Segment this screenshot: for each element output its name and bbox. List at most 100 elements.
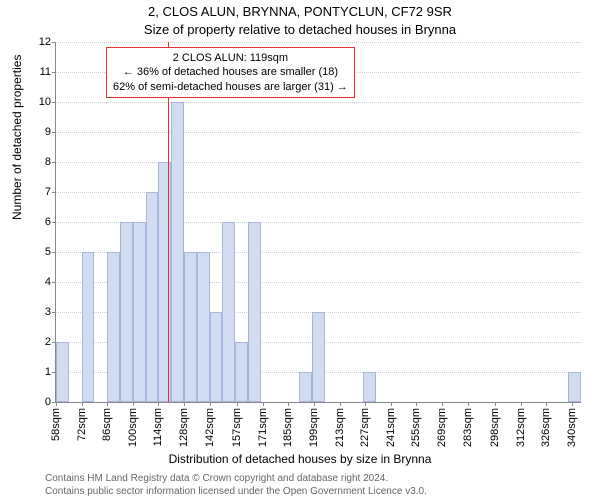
x-tick-label: 213sqm — [334, 408, 346, 447]
x-tick-mark — [237, 402, 238, 406]
histogram-bar — [82, 252, 95, 402]
y-tick-label: 1 — [45, 366, 51, 378]
histogram-bar — [120, 222, 133, 402]
annot-line-1: 2 CLOS ALUN: 119sqm — [113, 51, 348, 65]
x-tick-label: 114sqm — [152, 408, 164, 446]
x-tick-mark — [263, 402, 264, 406]
x-tick-label: 86sqm — [101, 408, 113, 441]
x-tick-mark — [133, 402, 134, 406]
histogram-bar — [363, 372, 376, 402]
gridline — [56, 192, 581, 193]
y-tick-label: 10 — [39, 96, 51, 108]
y-tick-mark — [52, 222, 56, 223]
histogram-bar — [312, 312, 325, 402]
footer-line-1: Contains HM Land Registry data © Crown c… — [45, 472, 427, 485]
y-axis-label: Number of detached properties — [10, 55, 24, 220]
x-tick-label: 227sqm — [359, 408, 371, 447]
footer-line-2: Contains public sector information licen… — [45, 485, 427, 498]
property-size-chart: 2, CLOS ALUN, BRYNNA, PONTYCLUN, CF72 9S… — [0, 0, 600, 500]
x-tick-mark — [56, 402, 57, 406]
x-tick-mark — [546, 402, 547, 406]
x-tick-label: 58sqm — [50, 408, 62, 441]
x-tick-mark — [365, 402, 366, 406]
histogram-bar — [146, 192, 159, 402]
x-tick-label: 326sqm — [540, 408, 552, 447]
histogram-bar — [299, 372, 312, 402]
x-tick-mark — [391, 402, 392, 406]
histogram-bar — [248, 222, 261, 402]
x-tick-mark — [210, 402, 211, 406]
histogram-bar — [235, 342, 248, 402]
chart-subtitle: Size of property relative to detached ho… — [0, 22, 600, 37]
gridline — [56, 102, 581, 103]
y-tick-mark — [52, 132, 56, 133]
x-tick-label: 298sqm — [489, 408, 501, 447]
x-tick-mark — [572, 402, 573, 406]
y-tick-label: 4 — [45, 276, 51, 288]
gridline — [56, 162, 581, 163]
x-tick-label: 340sqm — [566, 408, 578, 447]
y-tick-label: 6 — [45, 216, 51, 228]
histogram-bar — [210, 312, 223, 402]
y-tick-mark — [52, 42, 56, 43]
histogram-bar — [171, 102, 184, 402]
x-tick-label: 199sqm — [308, 408, 320, 447]
x-tick-mark — [314, 402, 315, 406]
y-tick-mark — [52, 162, 56, 163]
y-tick-label: 2 — [45, 336, 51, 348]
x-axis-label: Distribution of detached houses by size … — [0, 452, 600, 466]
histogram-bar — [184, 252, 197, 402]
y-tick-mark — [52, 102, 56, 103]
y-tick-label: 12 — [39, 36, 51, 48]
histogram-bar — [158, 162, 171, 402]
x-tick-label: 100sqm — [127, 408, 139, 447]
histogram-bar — [56, 342, 69, 402]
x-tick-mark — [158, 402, 159, 406]
y-tick-mark — [52, 192, 56, 193]
x-tick-mark — [82, 402, 83, 406]
x-tick-label: 157sqm — [231, 408, 243, 447]
y-tick-label: 7 — [45, 186, 51, 198]
annot-line-2: ← 36% of detached houses are smaller (18… — [113, 65, 348, 79]
x-tick-label: 171sqm — [257, 408, 269, 447]
y-tick-label: 8 — [45, 156, 51, 168]
gridline — [56, 132, 581, 133]
x-tick-label: 185sqm — [282, 408, 294, 447]
x-tick-label: 269sqm — [436, 408, 448, 447]
x-tick-mark — [468, 402, 469, 406]
x-tick-label: 241sqm — [385, 408, 397, 447]
x-tick-mark — [184, 402, 185, 406]
x-tick-label: 283sqm — [462, 408, 474, 447]
attribution-footer: Contains HM Land Registry data © Crown c… — [45, 472, 427, 498]
histogram-bar — [222, 222, 235, 402]
x-tick-label: 142sqm — [204, 408, 216, 447]
y-tick-label: 5 — [45, 246, 51, 258]
y-tick-label: 3 — [45, 306, 51, 318]
x-tick-mark — [107, 402, 108, 406]
y-tick-mark — [52, 312, 56, 313]
x-tick-mark — [495, 402, 496, 406]
x-tick-label: 72sqm — [76, 408, 88, 441]
x-tick-mark — [416, 402, 417, 406]
histogram-bar — [197, 252, 210, 402]
x-tick-mark — [288, 402, 289, 406]
plot-area: 012345678910111258sqm72sqm86sqm100sqm114… — [55, 42, 581, 403]
chart-title: 2, CLOS ALUN, BRYNNA, PONTYCLUN, CF72 9S… — [0, 4, 600, 19]
y-tick-label: 9 — [45, 126, 51, 138]
x-tick-mark — [521, 402, 522, 406]
y-tick-mark — [52, 282, 56, 283]
x-tick-label: 312sqm — [515, 408, 527, 447]
y-tick-label: 0 — [45, 396, 51, 408]
histogram-bar — [133, 222, 146, 402]
y-tick-mark — [52, 72, 56, 73]
histogram-bar — [568, 372, 581, 402]
x-tick-mark — [340, 402, 341, 406]
y-tick-label: 11 — [40, 66, 51, 78]
annotation-box: 2 CLOS ALUN: 119sqm ← 36% of detached ho… — [106, 47, 355, 98]
x-tick-label: 255sqm — [410, 408, 422, 447]
histogram-bar — [107, 252, 120, 402]
annot-line-3: 62% of semi-detached houses are larger (… — [113, 80, 348, 94]
x-tick-label: 128sqm — [178, 408, 190, 447]
x-tick-mark — [442, 402, 443, 406]
y-tick-mark — [52, 252, 56, 253]
